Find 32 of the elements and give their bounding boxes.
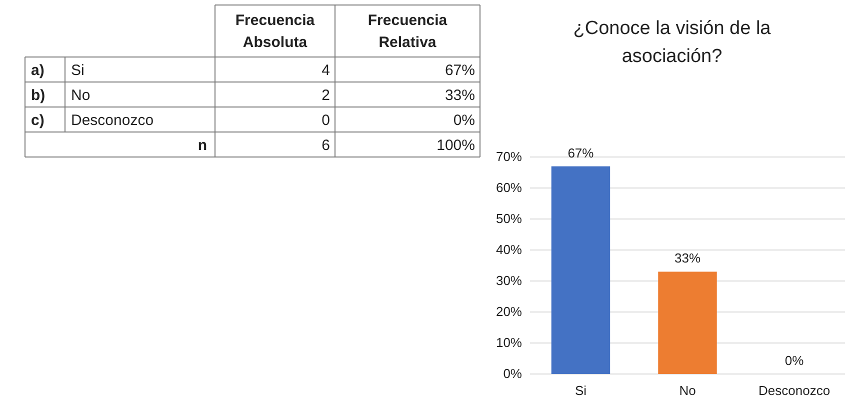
text: b) <box>31 87 46 104</box>
category-label: Si <box>71 62 84 79</box>
data-label: 67% <box>568 145 594 160</box>
data-label: 0% <box>453 112 475 129</box>
data-label: 33% <box>674 250 701 266</box>
y-tick-label: 50% <box>496 211 522 226</box>
y-tick-label: 40% <box>496 242 522 258</box>
data-label: 4 <box>322 62 330 79</box>
y-tick-label: 20% <box>496 304 522 320</box>
x-tick-label: No <box>679 383 696 398</box>
text: a) <box>31 62 44 79</box>
x-tick-label: Desconozco <box>758 383 830 398</box>
data-label: 100% <box>436 137 475 154</box>
text: Frecuencia Absoluta <box>235 12 316 51</box>
text: c) <box>31 112 44 129</box>
chart-title: ¿Conoce la visión de la asociación? <box>573 18 772 67</box>
data-label: 67% <box>444 62 475 79</box>
category-label: Desconozco <box>71 112 154 129</box>
data-label: 2 <box>322 87 330 104</box>
data-label: 33% <box>444 87 475 104</box>
y-tick-label: 10% <box>496 335 522 350</box>
y-tick-label: 0% <box>503 366 522 382</box>
x-tick-label: Si <box>574 383 587 398</box>
y-tick-label: 70% <box>496 149 522 164</box>
category-label: No <box>71 87 90 104</box>
category-label: n <box>198 137 207 154</box>
data-label: 6 <box>322 137 330 154</box>
data-label: 0 <box>322 112 330 129</box>
y-tick-label: 30% <box>496 273 522 288</box>
data-label: 0% <box>784 353 804 368</box>
text: Frecuencia Relativa <box>368 12 448 51</box>
y-tick-label: 60% <box>496 180 522 196</box>
